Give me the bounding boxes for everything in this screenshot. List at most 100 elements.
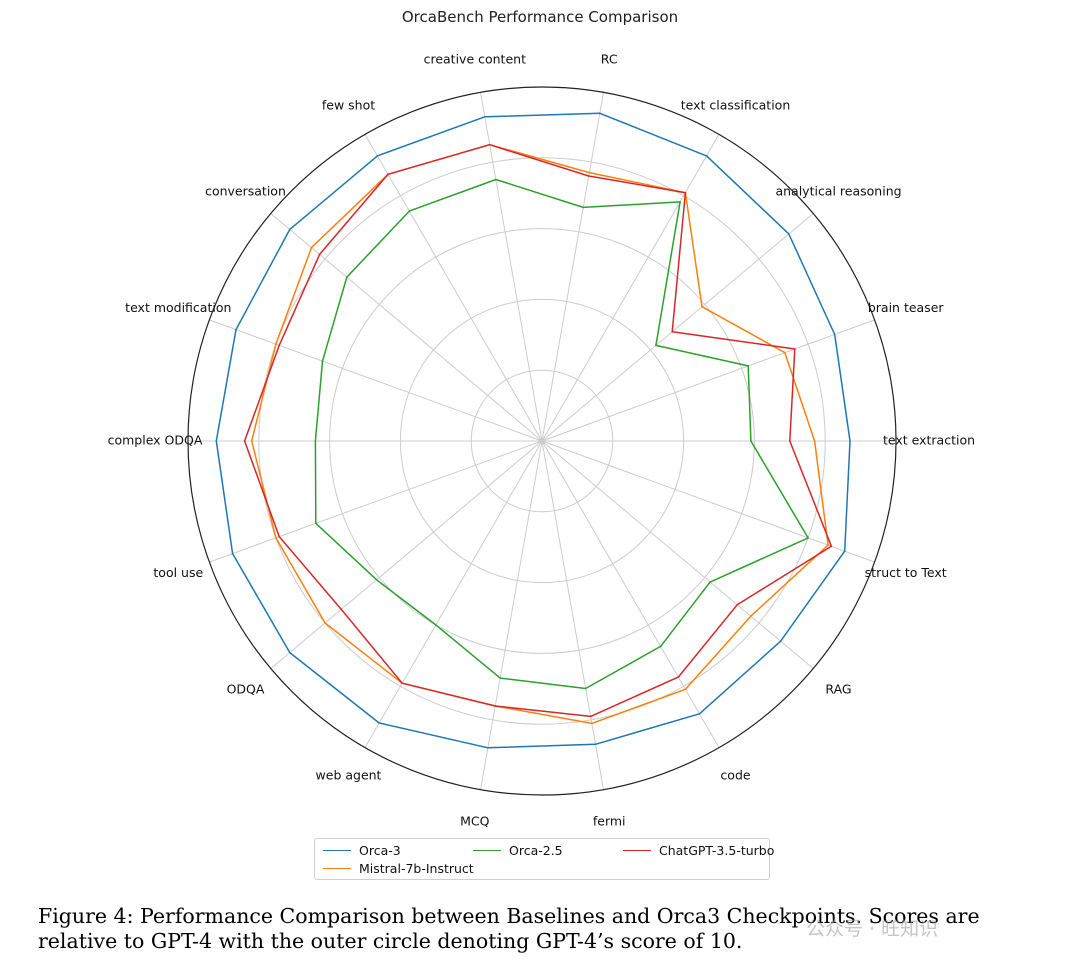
- axis-label-rc: RC: [601, 51, 618, 66]
- spoke-line: [541, 319, 875, 442]
- data-point: [346, 276, 348, 279]
- data-point: [807, 537, 809, 539]
- axis-label-text-classification: text classification: [681, 97, 791, 112]
- spoke-line: [480, 92, 543, 442]
- data-point: [830, 545, 833, 548]
- legend-item-mistral-7b-instruct: Mistral-7b-Instruct: [323, 861, 474, 876]
- spoke-line: [364, 440, 543, 748]
- grid-ring: [329, 228, 755, 654]
- series-line-orca-3: [215, 112, 851, 749]
- data-point: [387, 173, 389, 176]
- data-point: [591, 722, 593, 725]
- data-point: [736, 604, 738, 606]
- legend-swatch: [473, 850, 501, 851]
- axis-label-fermi: fermi: [593, 814, 626, 829]
- grid-ring: [470, 369, 614, 513]
- data-point: [705, 155, 708, 157]
- axis-label-struct-to-text: struct to Text: [865, 565, 947, 580]
- data-point: [582, 206, 584, 209]
- data-point: [499, 677, 502, 679]
- data-point: [495, 178, 497, 181]
- series-line-mistral-7b-instruct: [250, 143, 829, 725]
- data-point: [314, 440, 317, 442]
- axis-label-odqa: ODQA: [227, 681, 265, 696]
- axis-label-tool-use: tool use: [153, 565, 203, 580]
- spoke-line: [541, 440, 720, 748]
- legend-label: Orca-3: [359, 843, 401, 858]
- legend-swatch: [623, 850, 651, 851]
- data-point: [289, 651, 291, 654]
- data-point: [318, 253, 321, 256]
- data-point: [701, 305, 703, 308]
- spoke-line: [270, 440, 543, 669]
- axis-label-brain-teaser: brain teaser: [868, 300, 945, 315]
- axis-label-rag: RAG: [825, 681, 851, 696]
- radar-chart: text extraction brain teaser analytical re…: [108, 51, 975, 829]
- legend-label: Orca-2.5: [509, 843, 563, 858]
- data-point: [813, 440, 816, 442]
- axis-label-conversation: conversation: [205, 184, 286, 199]
- data-point: [684, 191, 687, 194]
- data-point: [698, 713, 701, 715]
- legend: Orca-3 Mistral-7b-Instruct Orca-2.5 ChatGPT…: [314, 838, 774, 880]
- data-point: [250, 440, 253, 442]
- data-point: [843, 550, 846, 552]
- data-point: [376, 155, 379, 157]
- spoke-line: [209, 319, 543, 442]
- data-point: [671, 331, 673, 333]
- spoke-line: [541, 92, 604, 442]
- data-point: [833, 333, 836, 336]
- data-point: [849, 440, 851, 442]
- radar-grid: [187, 86, 897, 796]
- data-point: [315, 522, 317, 525]
- data-point: [340, 608, 343, 611]
- data-point: [747, 365, 749, 367]
- data-point: [324, 622, 326, 624]
- spoke-line: [541, 213, 814, 442]
- legend-item-orca-3: Orca-3: [323, 843, 401, 858]
- data-point: [794, 348, 796, 350]
- data-point: [278, 344, 281, 347]
- data-point: [750, 440, 752, 442]
- spoke-line: [480, 440, 543, 790]
- legend-label: Mistral-7b-Instruct: [359, 861, 474, 876]
- axis-label-creative-content: creative content: [424, 51, 526, 66]
- axis-label-analytical-reasoning: analytical reasoning: [775, 184, 901, 199]
- data-point: [827, 544, 829, 546]
- spoke-line: [541, 134, 720, 442]
- data-point: [655, 344, 657, 347]
- axis-label-web-agent: web agent: [316, 768, 382, 783]
- spoke-line: [541, 440, 814, 669]
- data-point: [587, 175, 590, 177]
- data-point: [375, 579, 378, 581]
- axis-label-complex-odqa: complex ODQA: [108, 433, 203, 448]
- data-point: [594, 743, 597, 746]
- legend-label: ChatGPT-3.5-turbo: [659, 843, 775, 858]
- spoke-line: [364, 134, 543, 442]
- data-point: [588, 171, 591, 174]
- data-point: [784, 351, 786, 354]
- data-point: [488, 143, 491, 146]
- data-point: [484, 116, 486, 118]
- data-point: [243, 440, 246, 442]
- grid-ring: [399, 298, 685, 584]
- figure-caption: Figure 4: Performance Comparison between…: [38, 904, 980, 953]
- data-point: [310, 246, 313, 249]
- legend-swatch: [323, 868, 351, 869]
- data-point: [275, 537, 277, 539]
- spoke-line: [270, 213, 543, 442]
- spoke-line: [209, 440, 543, 563]
- data-point: [750, 615, 752, 617]
- watermark-text: 公众号 · 旺知识: [806, 918, 939, 940]
- data-point: [231, 552, 234, 555]
- data-point: [788, 233, 790, 235]
- data-point: [487, 747, 489, 749]
- data-point: [599, 112, 601, 115]
- data-point: [789, 440, 791, 442]
- data-point: [494, 705, 497, 707]
- data-point: [677, 676, 680, 678]
- spoke-line: [541, 440, 604, 790]
- data-point: [589, 715, 592, 718]
- data-point: [278, 535, 281, 538]
- data-point: [401, 682, 404, 684]
